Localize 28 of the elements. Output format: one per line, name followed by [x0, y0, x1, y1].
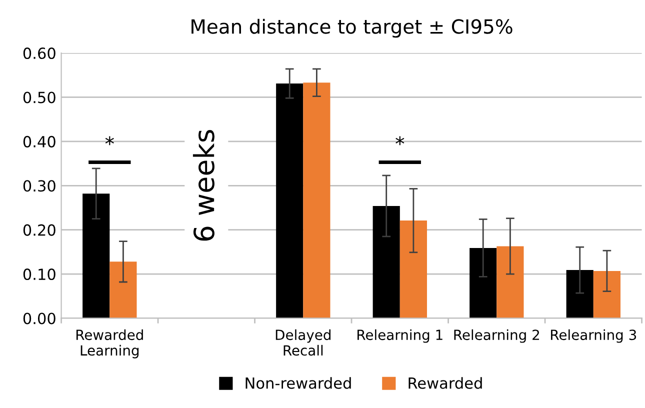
annotation: * [396, 136, 404, 146]
x-tick-label: Delayed Recall [276, 329, 330, 356]
bar [303, 82, 330, 318]
y-tick-label: 0.50 [23, 92, 56, 104]
x-tick-label: Rewarded Learning [76, 329, 143, 358]
x-tick-label: Relearning 1 [358, 329, 442, 343]
x-tick-label: Relearning 3 [551, 329, 636, 343]
bar [496, 246, 524, 318]
y-tick-label: 0.30 [23, 180, 56, 192]
y-tick-label: 0.00 [23, 312, 56, 324]
bar [400, 220, 427, 318]
legend-label: Rewarded [408, 377, 482, 389]
bar [110, 262, 137, 318]
bar [470, 248, 497, 318]
y-tick-label: 0.40 [23, 136, 56, 148]
bar [276, 84, 304, 318]
bar [372, 206, 400, 318]
x-tick-label: Relearning 2 [454, 329, 539, 343]
bar [593, 270, 620, 318]
bar [82, 194, 110, 318]
annotation: * [105, 136, 114, 146]
legend-label: Non-rewarded [246, 377, 351, 389]
y-tick-label: 0.10 [23, 268, 56, 280]
bar [566, 270, 594, 318]
y-tick-label: 0.20 [23, 224, 56, 236]
chart-title: Mean distance to target ± CI95% [192, 18, 512, 38]
annotation: 6 weeks [192, 130, 214, 241]
y-tick-label: 0.60 [23, 48, 56, 60]
